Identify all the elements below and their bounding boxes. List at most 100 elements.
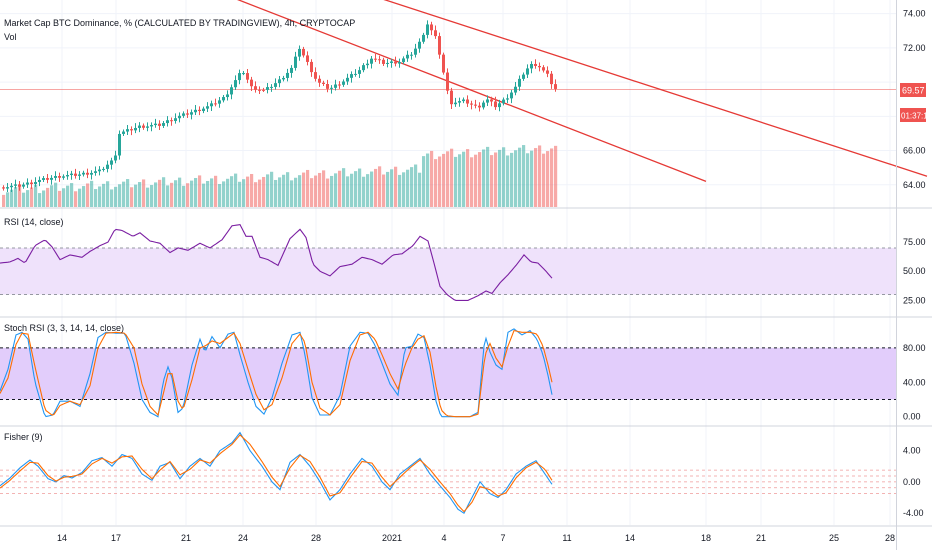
volume-bar (314, 175, 318, 207)
volume-bar (130, 187, 134, 207)
candle-body (210, 103, 213, 107)
candle-body (282, 77, 285, 80)
candle-body (142, 125, 145, 128)
candle-body (314, 72, 317, 79)
candle-body (474, 104, 477, 106)
fisher-tick-label: 0.00 (903, 477, 921, 487)
volume-bars (2, 145, 558, 207)
candle-body (258, 89, 261, 91)
candle-body (10, 185, 13, 188)
volume-bar (246, 176, 250, 207)
candle-body (386, 62, 389, 64)
candle-body (550, 73, 553, 85)
candle-body (462, 99, 465, 102)
volume-bar (98, 186, 102, 207)
time-tick-label: 21 (181, 533, 191, 543)
candle-body (130, 129, 133, 131)
volume-bar (510, 152, 514, 207)
volume-bar (502, 147, 506, 207)
volume-bar (522, 145, 526, 207)
volume-bar (50, 185, 54, 207)
candle-body (390, 61, 393, 63)
candle-body (322, 82, 325, 84)
volume-bar (102, 183, 106, 207)
volume-bar (222, 181, 226, 207)
volume-bar (2, 194, 6, 207)
volume-bar (318, 172, 322, 207)
candle-body (318, 78, 321, 83)
candle-body (178, 115, 181, 119)
candle-body (426, 24, 429, 35)
rsi-line (0, 223, 553, 301)
candle-body (186, 113, 189, 115)
candle-body (354, 73, 357, 75)
candle-body (94, 171, 97, 173)
candle-body (286, 72, 289, 78)
volume-bar (474, 154, 478, 207)
volume-bar (294, 177, 298, 207)
candle-body (502, 99, 505, 104)
candle-body (534, 63, 537, 66)
candle-body (126, 129, 129, 132)
price-axis[interactable]: 74.00 72.00 66.00 64.00 75.00 50.00 25.00 80.00… (903, 9, 926, 518)
time-tick-label: 2021 (382, 533, 402, 543)
time-axis[interactable]: 14 17 21 24 28 2021 4 7 11 14 18 21 25 28 (57, 533, 895, 543)
rsi-tick-label: 50.00 (903, 266, 926, 276)
volume-bar (434, 159, 438, 207)
volume-bar (42, 190, 46, 207)
candle-body (358, 70, 361, 74)
countdown-badge: 01:37:16 (900, 108, 932, 122)
volume-bar (250, 173, 254, 207)
candle-body (86, 172, 89, 175)
volume-bar (54, 182, 58, 207)
candle-body (522, 74, 525, 79)
volume-bar (18, 184, 22, 207)
stoch-d-line (0, 329, 553, 418)
volume-bar (198, 175, 202, 207)
trendline[interactable] (230, 0, 707, 182)
candle-body (434, 30, 437, 37)
volume-bar (174, 180, 178, 207)
candle-body (498, 103, 501, 108)
candle-body (458, 101, 461, 103)
candle-body (362, 65, 365, 71)
volume-bar (138, 182, 142, 207)
fisher-title: Fisher (9) (4, 432, 43, 442)
volume-bar (330, 175, 334, 207)
volume-bar (142, 179, 146, 207)
volume-bar (462, 151, 466, 207)
candle-body (114, 155, 117, 161)
candle-body (222, 97, 225, 101)
volume-bar (238, 181, 242, 207)
stoch-tick-label: 40.00 (903, 377, 926, 387)
candle-body (90, 172, 93, 175)
rsi-band (0, 247, 896, 295)
candle-body (418, 41, 421, 49)
rsi-title: RSI (14, close) (4, 217, 64, 227)
volume-label: Vol (4, 32, 17, 42)
candle-body (506, 98, 509, 100)
candle-body (330, 87, 333, 89)
time-tick-label: 17 (111, 533, 121, 543)
candle-body (410, 54, 413, 56)
volume-bar (126, 179, 130, 207)
candle-body (406, 54, 409, 59)
volume-bar (22, 192, 26, 207)
volume-bar (338, 170, 342, 207)
volume-bar (370, 171, 374, 207)
candle-body (378, 59, 381, 61)
candle-body (430, 24, 433, 31)
volume-bar (378, 166, 382, 207)
volume-bar (498, 149, 502, 207)
volume-bar (150, 185, 154, 207)
candle-body (370, 58, 373, 64)
candle-body (50, 177, 53, 180)
trendline[interactable] (375, 0, 928, 177)
candle-body (538, 65, 541, 68)
candle-body (466, 99, 469, 104)
rsi-tick-label: 25.00 (903, 295, 926, 305)
candle-body (194, 109, 197, 113)
volume-bar (234, 173, 238, 207)
